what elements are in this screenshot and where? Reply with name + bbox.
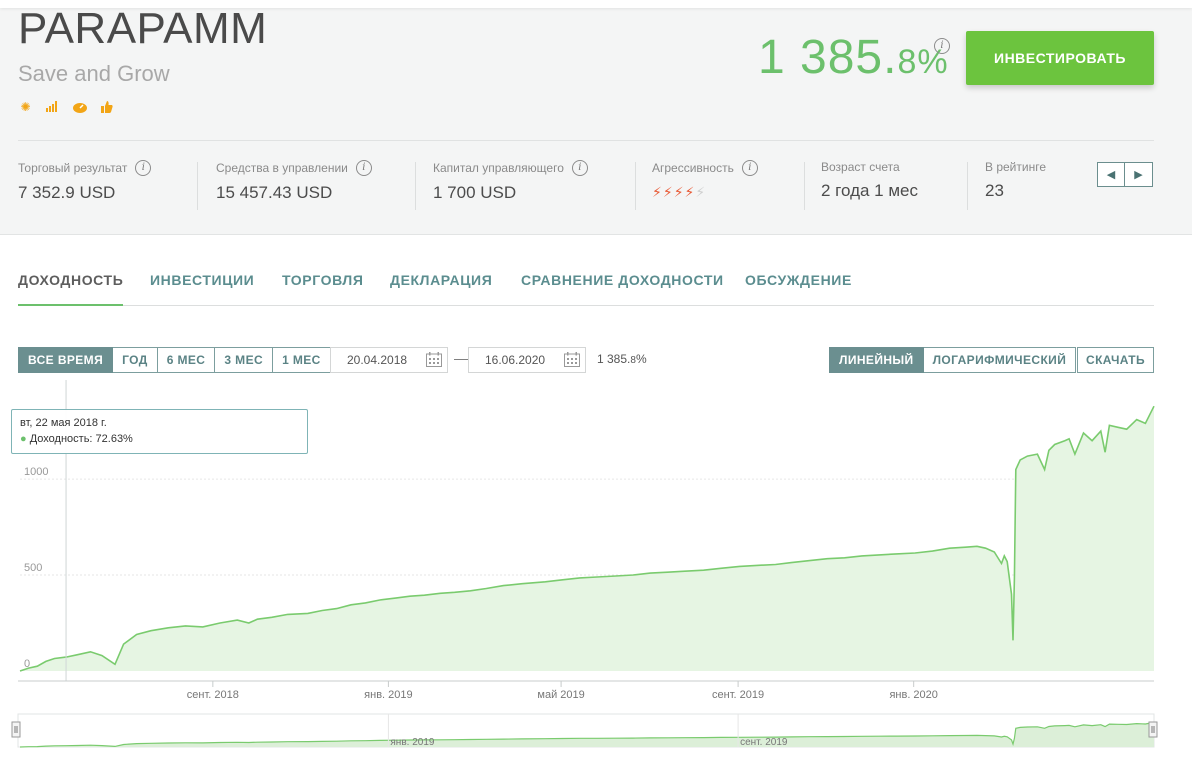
stat-value: 7 352.9 USD: [18, 183, 116, 202]
stat-value: 23: [985, 181, 1004, 200]
prev-arrow-icon[interactable]: ◀: [1097, 162, 1125, 187]
period-selector: ВСЕ ВРЕМЯ ГОД 6 МЕС 3 МЕС 1 МЕС: [18, 347, 331, 373]
tab-discussion[interactable]: ОБСУЖДЕНИЕ: [745, 272, 852, 288]
bolt-on-icon: ⚡: [673, 184, 684, 200]
manager-header: PARAPAMM Save and Grow ✺ 1 385.8% i ИНВЕ…: [0, 0, 1192, 235]
section-tabs: ДОХОДНОСТЬ ИНВЕСТИЦИИ ТОРГОВЛЯ ДЕКЛАРАЦИ…: [18, 272, 1154, 306]
x-tick-label: май 2019: [537, 689, 584, 701]
tooltip-value: Доходность: 72.63%: [29, 433, 133, 445]
wrench-sun-icon[interactable]: ✺: [20, 99, 31, 114]
bolt-off-icon: ⚡: [695, 184, 706, 200]
scale-log-button[interactable]: ЛОГАРИФМИЧЕСКИЙ: [923, 347, 1077, 373]
stat-label: Торговый результат: [18, 161, 128, 175]
gauge-icon[interactable]: [72, 99, 87, 114]
stat-account-age: Возраст счета 2 года 1 мес: [821, 160, 918, 210]
next-arrow-icon[interactable]: ▶: [1125, 162, 1153, 187]
stat-rating: В рейтинге 23: [985, 160, 1046, 210]
x-tick-label: янв. 2019: [364, 689, 412, 701]
invest-button[interactable]: ИНВЕСТИРОВАТЬ: [966, 31, 1154, 85]
header-divider: [18, 140, 1154, 141]
stat-separator: [415, 162, 416, 210]
stat-label: Агрессивность: [652, 161, 734, 175]
period-all-button[interactable]: ВСЕ ВРЕМЯ: [18, 347, 114, 373]
x-tick-label: сент. 2018: [187, 689, 239, 701]
range-return-unit: %: [635, 352, 647, 366]
tooltip-bullet: ●: [20, 433, 27, 445]
calendar-icon[interactable]: [564, 352, 580, 367]
stat-separator: [635, 162, 636, 210]
date-from-input[interactable]: [330, 347, 448, 373]
navigator-handle-left[interactable]: [11, 721, 21, 738]
achievement-badges: ✺: [18, 99, 114, 114]
date-range-dash: —: [454, 350, 468, 366]
stat-funds-managed: Средства в управлении i 15 457.43 USD: [216, 160, 372, 210]
total-return: 1 385.8%: [758, 30, 949, 85]
period-3m-button[interactable]: 3 МЕС: [215, 347, 274, 373]
page-title: PARAPAMM: [18, 4, 268, 53]
scale-selector: ЛИНЕЙНЫЙ ЛОГАРИФМИЧЕСКИЙ: [829, 347, 1077, 373]
return-info-icon[interactable]: i: [934, 38, 950, 54]
stat-label: Возраст счета: [821, 160, 900, 174]
aggressiveness-meter: ⚡ ⚡ ⚡ ⚡ ⚡: [652, 185, 758, 199]
range-return: 1 385.8%: [597, 352, 647, 366]
stat-manager-capital: Капитал управляющего i 1 700 USD: [433, 160, 588, 210]
period-year-button[interactable]: ГОД: [113, 347, 158, 373]
download-button[interactable]: СКАЧАТЬ: [1077, 347, 1154, 373]
stat-label: В рейтинге: [985, 160, 1047, 174]
info-icon[interactable]: i: [571, 160, 588, 176]
return-integer: 1 385.: [758, 31, 898, 84]
returns-chart[interactable]: 0 500 1000 сент. 2018 янв. 2019 май 2019 сент.…: [0, 380, 1192, 778]
x-tick-label: сент. 2019: [712, 689, 764, 701]
info-icon[interactable]: i: [135, 160, 152, 176]
return-area: [20, 406, 1154, 671]
stat-separator: [967, 162, 968, 210]
stat-trade-result: Торговый результат i 7 352.9 USD: [18, 160, 152, 210]
navigator-label: янв. 2019: [390, 737, 434, 748]
stats-pager: ◀ ▶: [1097, 162, 1153, 187]
bolt-on-icon: ⚡: [684, 184, 695, 200]
range-return-fraction: 8: [630, 355, 636, 366]
stats-row: Торговый результат i 7 352.9 USD Средства…: [0, 160, 1192, 212]
tooltip-date: вт, 22 мая 2018 г.: [20, 417, 107, 429]
stat-label: Средства в управлении: [216, 161, 348, 175]
return-fraction: 8: [897, 43, 918, 81]
bolt-on-icon: ⚡: [652, 184, 662, 200]
return-line[interactable]: [19, 405, 1155, 672]
period-6m-button[interactable]: 6 МЕС: [157, 347, 216, 373]
stat-separator: [804, 162, 805, 210]
date-to-input[interactable]: [468, 347, 586, 373]
range-return-integer: 1 385.: [597, 352, 631, 366]
calendar-icon[interactable]: [426, 352, 442, 367]
stat-value: 1 700 USD: [433, 183, 517, 202]
tab-compare-returns[interactable]: СРАВНЕНИЕ ДОХОДНОСТИ: [521, 272, 724, 288]
y-tick-label: 1000: [24, 466, 48, 478]
navigator-area: [20, 722, 1154, 747]
tab-declaration[interactable]: ДЕКЛАРАЦИЯ: [390, 272, 493, 288]
thumb-up-icon[interactable]: [99, 99, 114, 114]
navigator-label: сент. 2019: [740, 737, 788, 748]
tab-investments[interactable]: ИНВЕСТИЦИИ: [150, 272, 255, 288]
tab-trading[interactable]: ТОРГОВЛЯ: [282, 272, 364, 288]
navigator-handle-right[interactable]: [1148, 721, 1158, 738]
bolt-on-icon: ⚡: [662, 184, 673, 200]
stat-value: 15 457.43 USD: [216, 183, 333, 202]
chart-tooltip: вт, 22 мая 2018 г. ● Доходность: 72.63%: [11, 409, 308, 454]
stat-aggressiveness: Агрессивность i ⚡ ⚡ ⚡ ⚡ ⚡: [652, 160, 758, 210]
bars-icon[interactable]: [45, 99, 60, 114]
tab-returns[interactable]: ДОХОДНОСТЬ: [18, 272, 124, 306]
y-tick-label: 0: [24, 658, 30, 670]
page-subtitle: Save and Grow: [18, 61, 170, 86]
stat-value: 2 года 1 мес: [821, 181, 919, 200]
stat-separator: [197, 162, 198, 210]
stat-label: Капитал управляющего: [433, 161, 564, 175]
x-tick-label: янв. 2020: [889, 689, 937, 701]
y-tick-label: 500: [24, 562, 42, 574]
info-icon[interactable]: i: [741, 160, 758, 176]
info-icon[interactable]: i: [355, 160, 372, 176]
scale-linear-button[interactable]: ЛИНЕЙНЫЙ: [829, 347, 924, 373]
navigator-line: [19, 721, 1155, 748]
period-1m-button[interactable]: 1 МЕС: [273, 347, 331, 373]
top-bar: [0, 0, 1192, 8]
